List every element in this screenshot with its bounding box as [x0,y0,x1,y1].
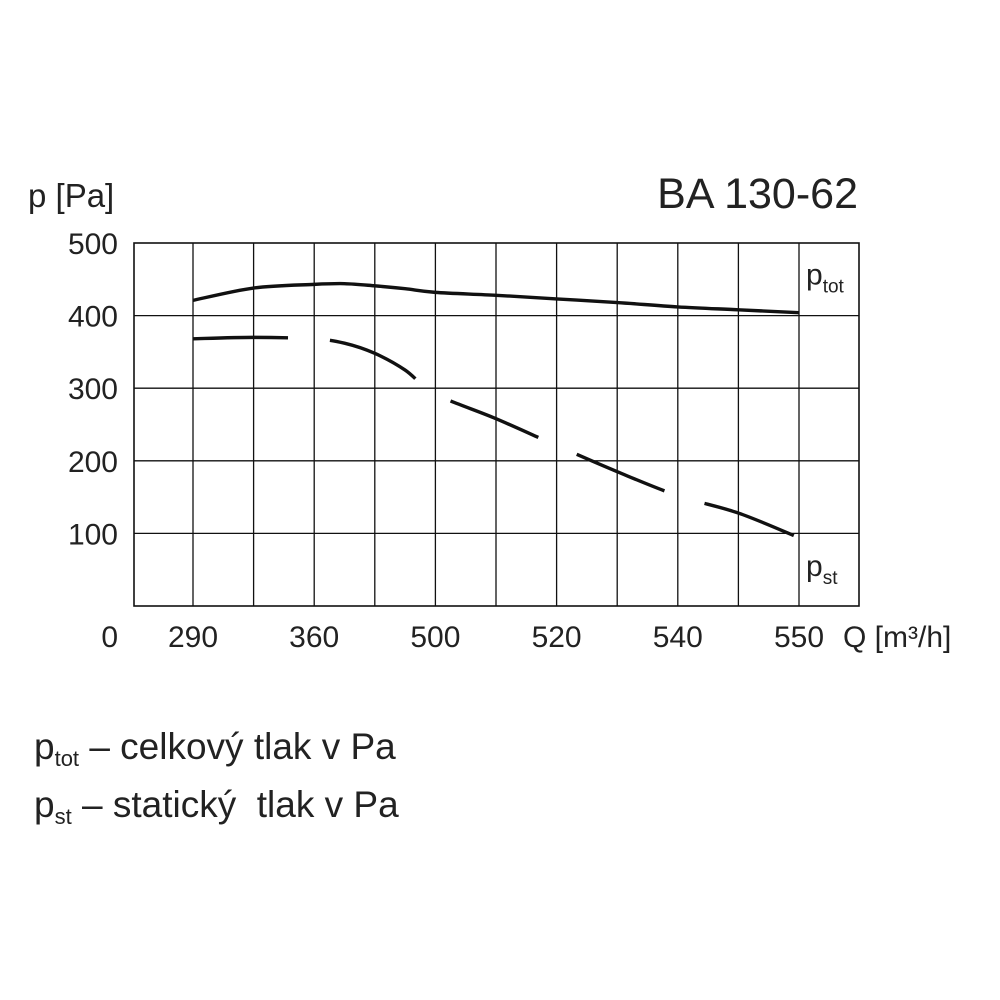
grid [133,242,860,607]
origin-label: 0 [101,621,118,654]
y-tick-label: 400 [68,301,118,334]
series-line-ptot [192,281,800,315]
x-tick-label: 520 [532,621,582,654]
y-tick-label: 100 [68,518,118,551]
x-tick-label: 290 [168,621,218,654]
y-tick-label: 300 [68,373,118,406]
series-label-main: p [806,550,823,583]
y-tick-label: 200 [68,446,118,479]
series-label-main: p [806,259,823,292]
x-tick-label: 550 [774,621,824,654]
legend-item-pst: pst – statický tlak v Pa [34,786,399,828]
y-tick-label: 500 [68,228,118,261]
x-axis-label: Q [m³/h] [843,621,951,654]
legend-item-ptot: ptot – celkový tlak v Pa [34,728,396,770]
tick-labels: 100 200 300 400 500 290 360 500 520 540 550 [68,228,824,654]
x-tick-label: 360 [289,621,339,654]
series-label-subscript: st [823,568,839,589]
series-label-ptot: ptot [806,259,845,298]
legend-symbol: p [34,784,55,825]
legend-subscript: tot [54,746,80,771]
x-tick-label: 540 [653,621,703,654]
x-axis-label-text: Q [m³/h] [843,621,951,654]
chart-title: BA 130-62 [657,170,858,218]
y-axis-label: p [Pa] [28,177,114,214]
legend-text: – statický tlak v Pa [71,784,399,825]
x-tick-label: 500 [410,621,460,654]
legend-symbol: p [34,726,55,767]
series-label-pst: pst [806,550,838,589]
legend-subscript: st [54,804,72,829]
legend-text: – celkový tlak v Pa [79,726,396,767]
series-label-subscript: tot [823,277,845,298]
